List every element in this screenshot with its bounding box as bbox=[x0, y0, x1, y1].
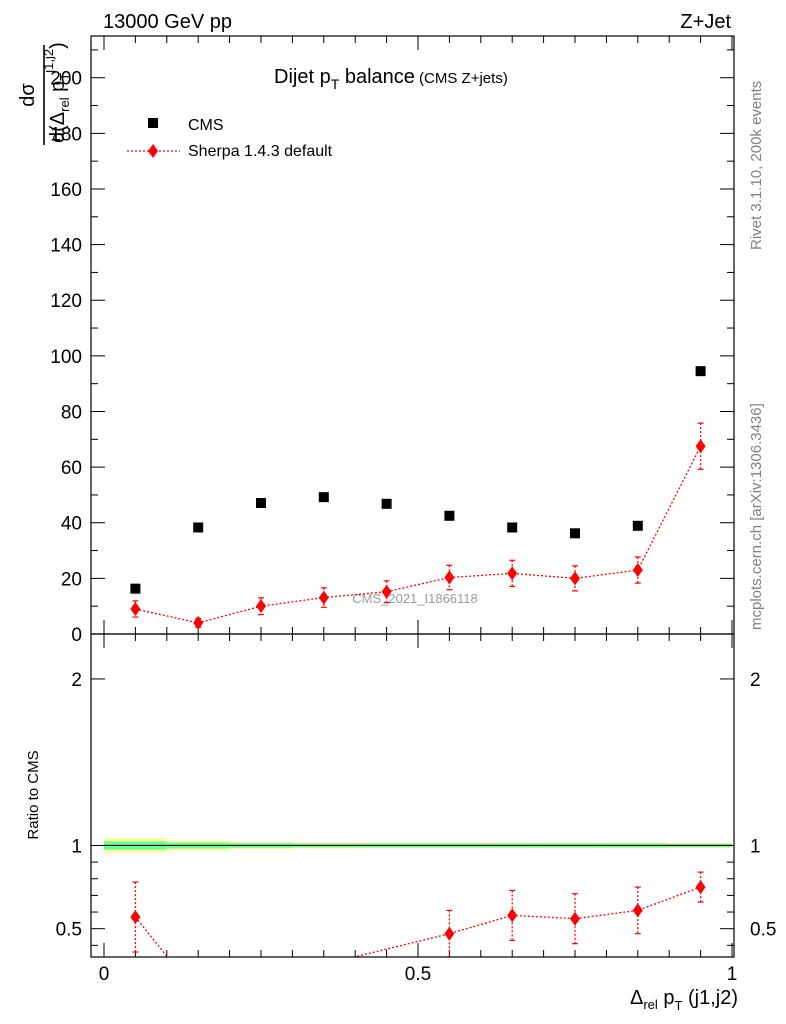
ratio-y-tick-label: 0.5 bbox=[56, 920, 82, 941]
rivet-version-label: Rivet 3.1.10, 200k events bbox=[748, 81, 765, 250]
ratio-clipped-group bbox=[130, 871, 706, 957]
cms-point bbox=[507, 522, 518, 533]
sherpa-line bbox=[135, 445, 702, 624]
sherpa-point bbox=[130, 601, 141, 616]
sherpa-point bbox=[193, 615, 204, 630]
legend-cms-label: CMS bbox=[188, 117, 224, 134]
cms-point bbox=[256, 497, 266, 508]
cms-point bbox=[695, 366, 706, 377]
legend-sherpa-label: Sherpa 1.4.3 default bbox=[188, 143, 333, 160]
sherpa-point bbox=[444, 570, 455, 585]
ratio-point bbox=[130, 910, 141, 925]
cms-point bbox=[318, 492, 329, 503]
y-tick-label: 120 bbox=[50, 291, 82, 312]
ratio-point bbox=[570, 911, 580, 926]
cms-point bbox=[632, 520, 643, 531]
cms-point bbox=[193, 522, 204, 533]
x-axis-label: Δrel pT (j1,j2) bbox=[630, 987, 738, 1013]
x-tick-label: 0.5 bbox=[405, 964, 431, 985]
ratio-y-tick-label: 1 bbox=[71, 836, 82, 857]
x-tick-label: 1 bbox=[727, 964, 738, 985]
ratio-y-axis-label: Ratio to CMS bbox=[25, 750, 42, 839]
ratio-band-layer bbox=[104, 837, 732, 853]
legend-cms-marker bbox=[148, 118, 158, 128]
cms-point bbox=[444, 510, 455, 521]
main-y-axis-label: dσ d(Δrel pTj1,j2) bbox=[17, 42, 72, 145]
ratio-y-tick-label-right: 2 bbox=[750, 670, 761, 691]
y-tick-label: 20 bbox=[61, 569, 82, 590]
ratio-point bbox=[695, 880, 706, 895]
ratio-data-layer bbox=[130, 871, 706, 957]
sherpa-point bbox=[507, 566, 518, 581]
svg-text:dσ: dσ bbox=[17, 83, 39, 107]
plot-title: Dijet pT balance (CMS Z+jets) bbox=[274, 66, 508, 92]
y-tick-label: 60 bbox=[61, 458, 82, 479]
y-tick-label: 80 bbox=[61, 402, 82, 423]
ratio-y-tick-label-right: 1 bbox=[750, 836, 761, 857]
sherpa-point bbox=[381, 584, 392, 599]
cms-point bbox=[130, 583, 141, 594]
ratio-ticks: 0.5 0.5 1 1 2 2 0 0.5 1 bbox=[56, 634, 776, 985]
main-ticks: 0 20 40 60 80 100 120 140 160 180 200 bbox=[50, 36, 734, 646]
x-tick-label: 0 bbox=[99, 964, 110, 985]
legend: CMS Sherpa 1.4.3 default bbox=[127, 117, 333, 160]
sherpa-point bbox=[632, 563, 643, 578]
y-tick-label: 180 bbox=[50, 124, 82, 145]
ratio-y-tick-label-right: 0.5 bbox=[750, 920, 776, 941]
process-label: Z+Jet bbox=[680, 11, 731, 33]
svg-text:d(Δrel pTj1,j2): d(Δrel pTj1,j2) bbox=[41, 42, 72, 143]
sherpa-point bbox=[318, 590, 329, 605]
ratio-point bbox=[444, 926, 455, 941]
mcplots-label: mcplots.cern.ch [arXiv:1306.3436] bbox=[748, 403, 765, 630]
ratio-frame bbox=[90, 633, 735, 958]
cms-point bbox=[381, 498, 392, 509]
energy-label: 13000 GeV pp bbox=[103, 11, 232, 33]
y-tick-label: 140 bbox=[50, 236, 82, 257]
sherpa-point bbox=[570, 571, 580, 586]
ratio-point bbox=[632, 903, 643, 918]
ratio-y-tick-label: 2 bbox=[71, 670, 82, 691]
sherpa-point bbox=[695, 439, 706, 454]
sherpa-point bbox=[256, 599, 266, 614]
y-tick-label: 100 bbox=[50, 347, 82, 368]
y-tick-label: 160 bbox=[50, 180, 82, 201]
cms-point bbox=[570, 528, 580, 539]
y-tick-label: 0 bbox=[71, 625, 82, 646]
ratio-point bbox=[507, 908, 518, 923]
y-tick-label: 40 bbox=[61, 514, 82, 535]
legend-sherpa-marker bbox=[148, 144, 158, 158]
ratio-panel: 0.5 0.5 1 1 2 2 0 0.5 1 Ratio to CMS Δrel pT (j1… bbox=[25, 633, 776, 1013]
y-tick-label: 200 bbox=[50, 69, 82, 90]
main-data-layer bbox=[130, 366, 706, 630]
